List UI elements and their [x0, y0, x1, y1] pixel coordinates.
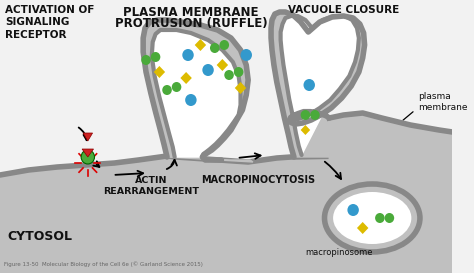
Polygon shape: [235, 82, 246, 94]
Circle shape: [182, 49, 194, 61]
Circle shape: [172, 82, 182, 92]
Circle shape: [141, 55, 151, 65]
Circle shape: [310, 110, 320, 120]
Circle shape: [347, 204, 359, 216]
Circle shape: [210, 43, 219, 53]
Text: PLASMA MEMBRANE: PLASMA MEMBRANE: [123, 6, 259, 19]
Text: ACTIVATION OF
SIGNALING
RECEPTOR: ACTIVATION OF SIGNALING RECEPTOR: [5, 5, 94, 40]
Circle shape: [234, 67, 243, 77]
Circle shape: [301, 110, 310, 120]
Polygon shape: [152, 30, 240, 157]
Text: Figure 13-50  Molecular Biology of the Cell 6e (© Garland Science 2015): Figure 13-50 Molecular Biology of the Ce…: [4, 261, 203, 267]
Circle shape: [151, 52, 160, 62]
Polygon shape: [281, 16, 359, 155]
Ellipse shape: [333, 192, 411, 244]
Circle shape: [81, 150, 94, 164]
Circle shape: [224, 70, 234, 80]
Polygon shape: [83, 133, 92, 141]
Text: VACUOLE CLOSURE: VACUOLE CLOSURE: [288, 5, 399, 15]
Text: macropinosome: macropinosome: [305, 248, 373, 257]
Polygon shape: [154, 66, 165, 78]
Polygon shape: [0, 155, 452, 273]
Polygon shape: [329, 113, 452, 273]
Polygon shape: [217, 59, 228, 71]
Polygon shape: [195, 39, 206, 51]
Circle shape: [162, 85, 172, 95]
Text: ACTIN
REARRANGEMENT: ACTIN REARRANGEMENT: [103, 176, 199, 196]
Circle shape: [375, 213, 384, 223]
Text: CYTOSOL: CYTOSOL: [8, 230, 73, 243]
Ellipse shape: [325, 184, 420, 252]
Text: PROTRUSION (RUFFLE): PROTRUSION (RUFFLE): [115, 17, 267, 30]
Polygon shape: [181, 72, 192, 84]
Circle shape: [202, 64, 214, 76]
Polygon shape: [357, 222, 368, 234]
Circle shape: [219, 40, 229, 50]
Text: MACROPINOCYTOSIS: MACROPINOCYTOSIS: [201, 175, 315, 185]
Polygon shape: [301, 125, 310, 135]
Circle shape: [384, 213, 394, 223]
Polygon shape: [143, 20, 253, 162]
Polygon shape: [82, 149, 93, 157]
Circle shape: [240, 49, 252, 61]
Polygon shape: [271, 12, 365, 157]
Circle shape: [303, 79, 315, 91]
Text: plasma
membrane: plasma membrane: [418, 92, 467, 112]
Circle shape: [185, 94, 197, 106]
